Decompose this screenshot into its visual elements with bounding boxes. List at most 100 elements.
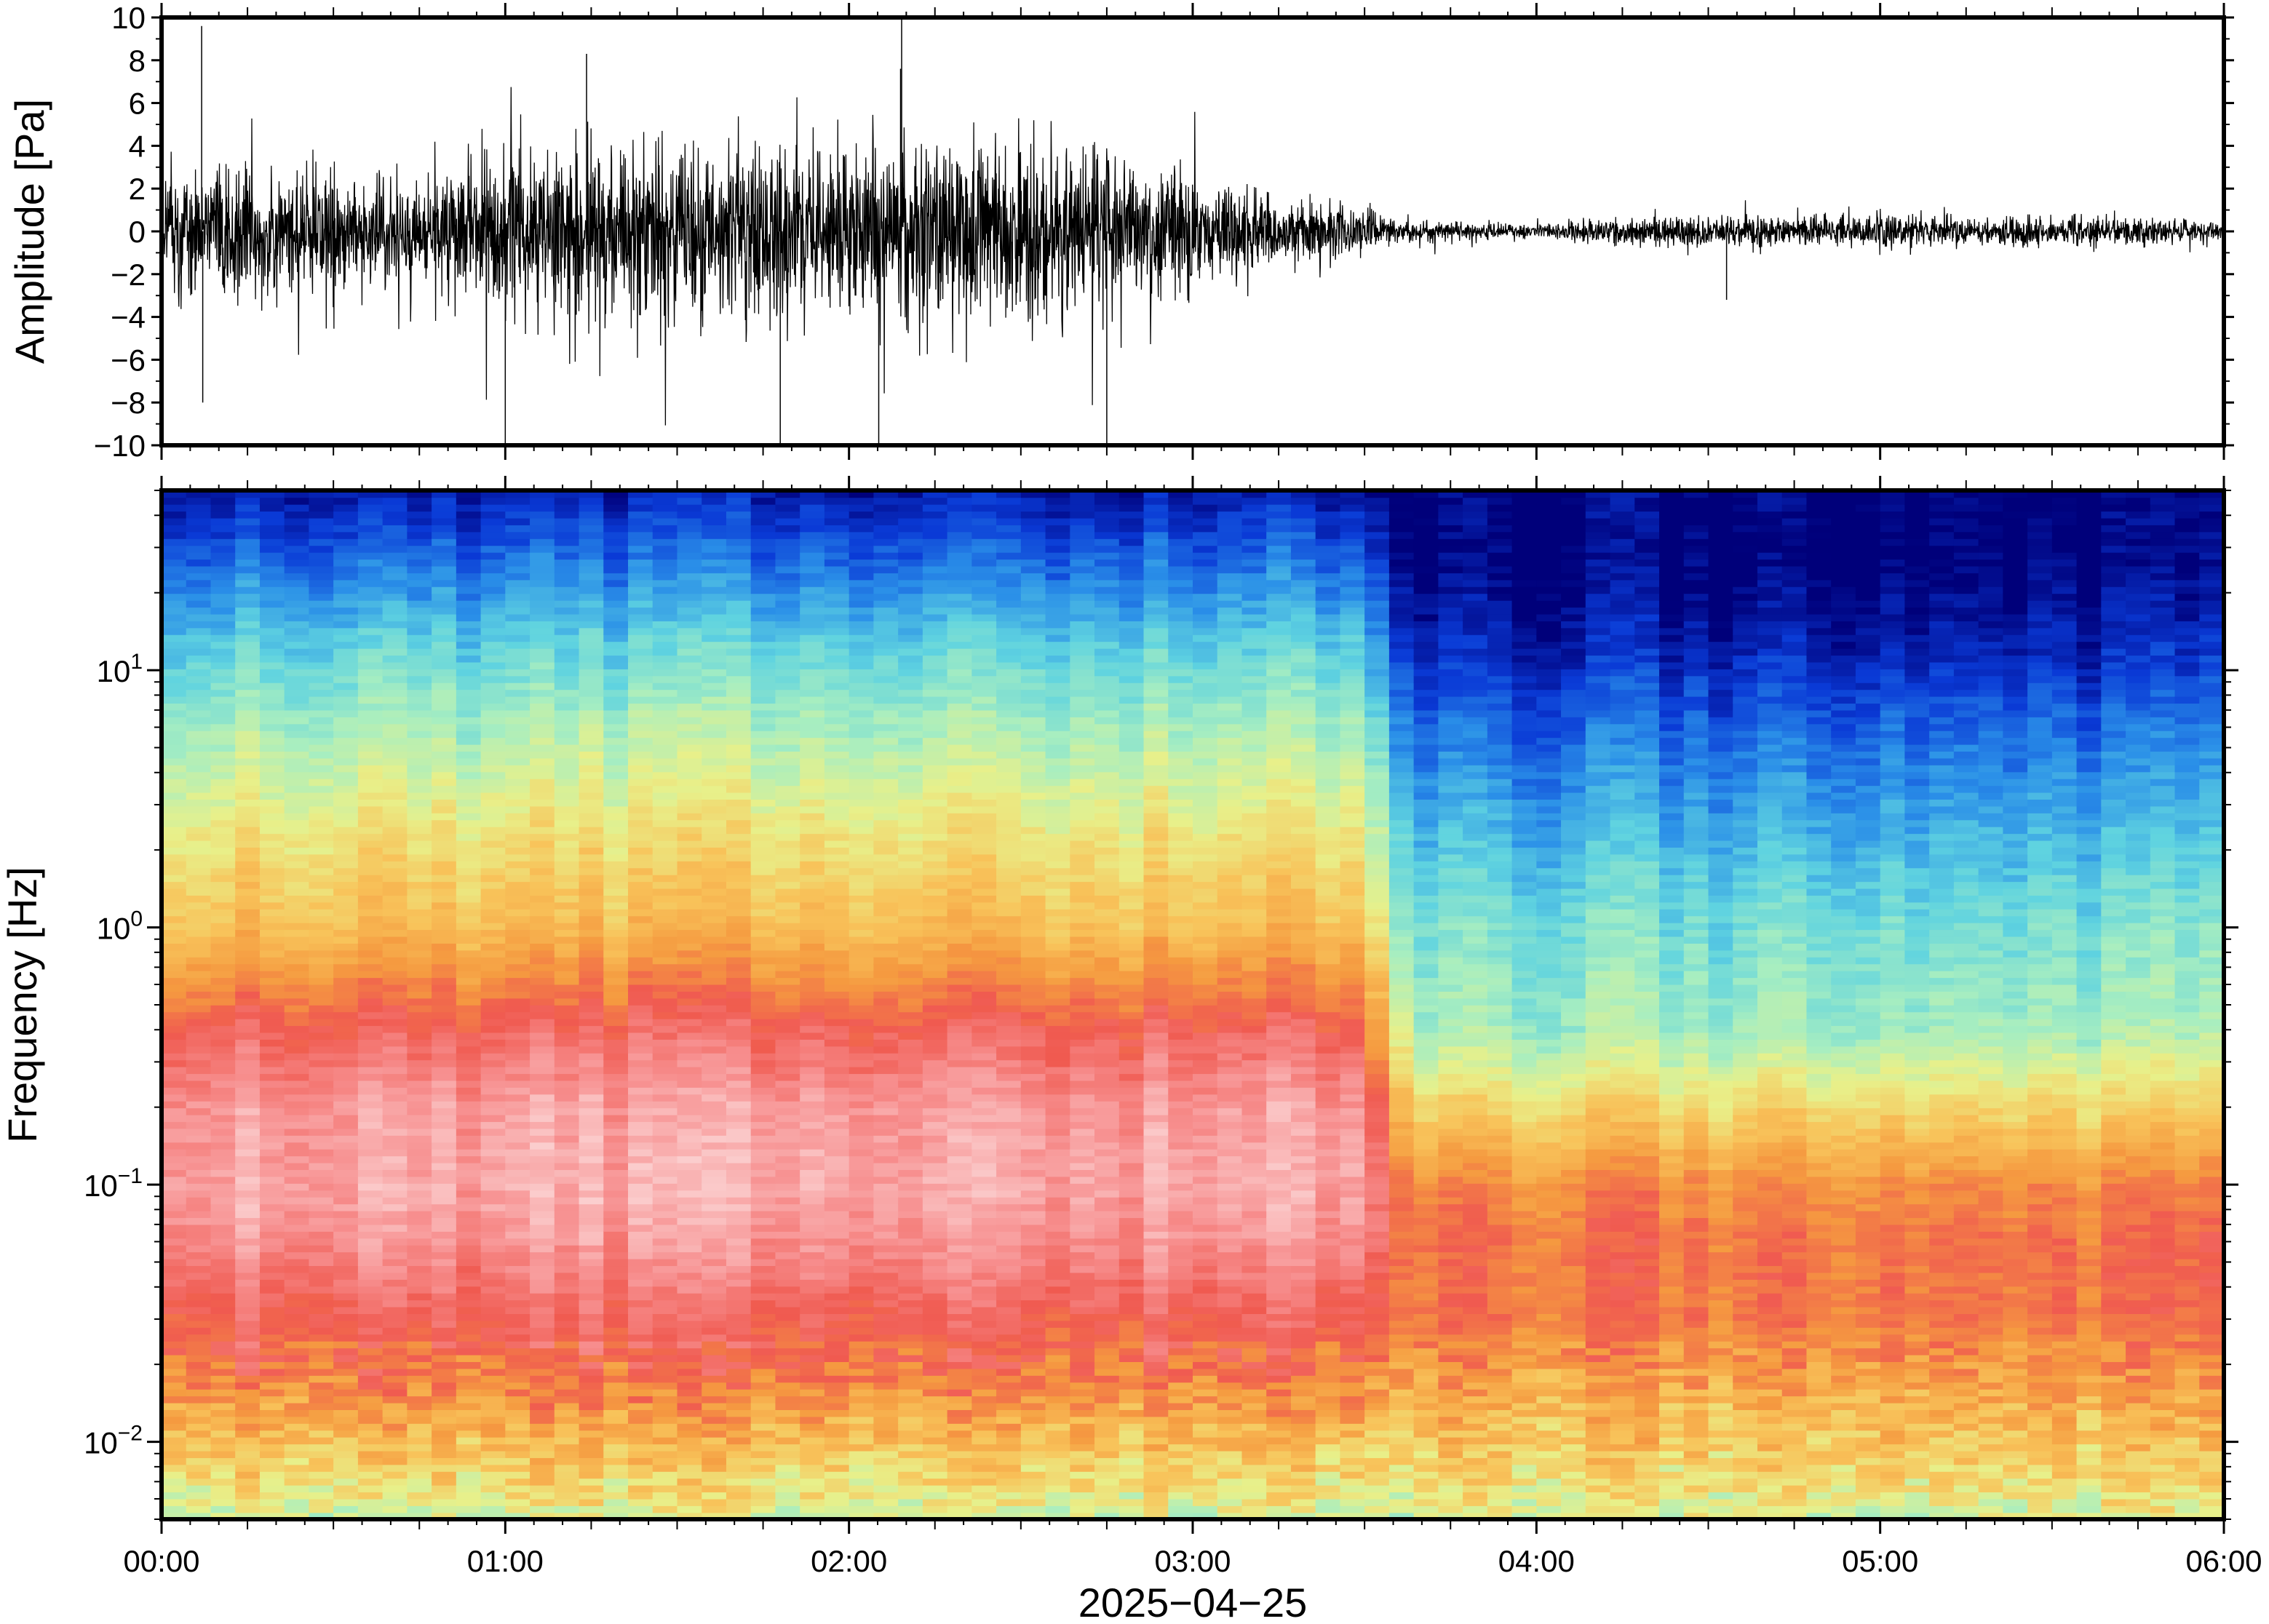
spectrogram-cell bbox=[432, 1087, 457, 1095]
spectrogram-cell bbox=[800, 669, 825, 677]
spectrogram-cell bbox=[628, 634, 653, 642]
spectrogram-cell bbox=[309, 757, 334, 765]
spectrogram-cell bbox=[309, 703, 334, 711]
spectrogram-cell bbox=[186, 1217, 212, 1225]
spectrogram-cell bbox=[333, 545, 359, 553]
spectrogram-cell bbox=[259, 517, 285, 525]
spectrogram-cell bbox=[775, 1039, 800, 1047]
spectrogram-cell bbox=[530, 634, 555, 642]
spectrogram-cell bbox=[432, 1244, 457, 1253]
spectrogram-cell bbox=[677, 634, 703, 642]
spectrogram-cell bbox=[186, 847, 212, 855]
spectrogram-cell bbox=[333, 1299, 359, 1307]
spectrogram-cell bbox=[186, 943, 212, 951]
spectrogram-cell bbox=[530, 826, 555, 835]
spectrogram-cell bbox=[775, 593, 800, 601]
spectrogram-cell bbox=[873, 936, 899, 944]
spectrogram-cell bbox=[259, 1306, 285, 1314]
spectrogram-cell bbox=[652, 1142, 678, 1150]
spectrogram-cell bbox=[480, 1203, 506, 1211]
spectrogram-cell bbox=[775, 1107, 800, 1115]
spectrogram-cell bbox=[333, 573, 359, 581]
spectrogram-cell bbox=[628, 1286, 653, 1294]
spectrogram-cell bbox=[382, 1478, 408, 1486]
spectrogram-cell bbox=[652, 1471, 678, 1479]
spectrogram-cell bbox=[800, 1388, 825, 1397]
spectrogram-cell bbox=[235, 1039, 261, 1047]
spectrogram-cell bbox=[357, 1423, 384, 1431]
spectrogram-cell bbox=[775, 1402, 800, 1410]
spectrogram-cell bbox=[333, 1032, 359, 1040]
spectrogram-cell bbox=[849, 984, 875, 992]
spectrogram-cell bbox=[849, 757, 875, 765]
spectrogram-cell bbox=[259, 573, 285, 581]
spectrogram-cell bbox=[456, 661, 482, 669]
spectrogram-cell bbox=[284, 1416, 310, 1424]
spectrogram-cell bbox=[849, 922, 875, 931]
spectrogram-cell bbox=[530, 771, 555, 779]
spectrogram-cell bbox=[898, 826, 923, 835]
spectrogram-cell bbox=[407, 792, 432, 800]
spectrogram-cell bbox=[456, 950, 482, 958]
spectrogram-cell bbox=[235, 1409, 261, 1417]
spectrogram-cell bbox=[407, 1169, 432, 1177]
spectrogram-cell bbox=[382, 861, 408, 869]
spectrogram-cell bbox=[259, 1142, 285, 1150]
spectrogram-cell bbox=[652, 1512, 678, 1519]
spectrogram-cell bbox=[530, 1464, 555, 1472]
spectrogram-cell bbox=[407, 778, 432, 787]
spectrogram-cell bbox=[554, 503, 580, 512]
spectrogram-cell bbox=[432, 751, 457, 759]
spectrogram-cell bbox=[357, 833, 384, 841]
spectrogram-cell bbox=[824, 1128, 850, 1136]
spectrogram-cell bbox=[186, 861, 212, 869]
spectrogram-cell bbox=[186, 751, 212, 759]
spectrogram-cell bbox=[259, 634, 285, 642]
spectrogram-cell bbox=[603, 1299, 629, 1307]
spectrogram-cell bbox=[162, 1039, 187, 1047]
spectrogram-cell bbox=[530, 1032, 555, 1040]
spectrogram-cell bbox=[652, 1272, 678, 1280]
spectrogram-cell bbox=[186, 1169, 212, 1177]
spectrogram-cell bbox=[603, 757, 629, 765]
spectrogram-cell bbox=[800, 901, 825, 909]
spectrogram-cell bbox=[849, 600, 875, 608]
spectrogram-cell bbox=[456, 1238, 482, 1246]
spectrogram-cell bbox=[677, 1498, 703, 1506]
spectrogram-cell bbox=[456, 1361, 482, 1369]
spectrogram-cell bbox=[873, 888, 899, 896]
spectrogram-cell bbox=[259, 1492, 285, 1500]
spectrogram-cell bbox=[898, 1292, 923, 1301]
spectrogram-cell bbox=[259, 1478, 285, 1486]
spectrogram-cell bbox=[432, 1080, 457, 1088]
spectrogram-cell bbox=[726, 1320, 752, 1328]
spectrogram-cell bbox=[210, 1492, 237, 1500]
spectrogram-cell bbox=[186, 1196, 212, 1205]
spectrogram-cell bbox=[333, 1176, 359, 1184]
spectrogram-cell bbox=[873, 593, 899, 601]
spectrogram-cell bbox=[333, 613, 359, 621]
spectrogram-cell bbox=[677, 559, 703, 567]
spectrogram-cell bbox=[505, 1210, 531, 1219]
spectrogram-cell bbox=[579, 757, 605, 765]
spectrogram-cell bbox=[407, 819, 432, 827]
spectrogram-cell bbox=[677, 1005, 703, 1013]
spectrogram-cell bbox=[530, 888, 555, 896]
spectrogram-cell bbox=[849, 1100, 875, 1109]
spectrogram-cell bbox=[284, 813, 310, 821]
spectrogram-cell bbox=[530, 1430, 555, 1438]
spectrogram-cell bbox=[407, 490, 432, 498]
spectrogram-cell bbox=[579, 579, 605, 587]
spectrogram-cell bbox=[775, 1155, 800, 1163]
spectrogram-cell bbox=[554, 1354, 580, 1362]
spectrogram-cell bbox=[333, 565, 359, 573]
spectrogram-cell bbox=[603, 888, 629, 896]
spectrogram-cell bbox=[849, 1416, 875, 1424]
spectrogram-cell bbox=[186, 1334, 212, 1342]
spectrogram-cell bbox=[382, 1340, 408, 1349]
spectrogram-cell bbox=[554, 1066, 580, 1075]
spectrogram-cell bbox=[210, 1244, 237, 1253]
spectrogram-cell bbox=[603, 1279, 629, 1287]
spectrogram-cell bbox=[800, 1005, 825, 1013]
spectrogram-cell bbox=[407, 1498, 432, 1506]
